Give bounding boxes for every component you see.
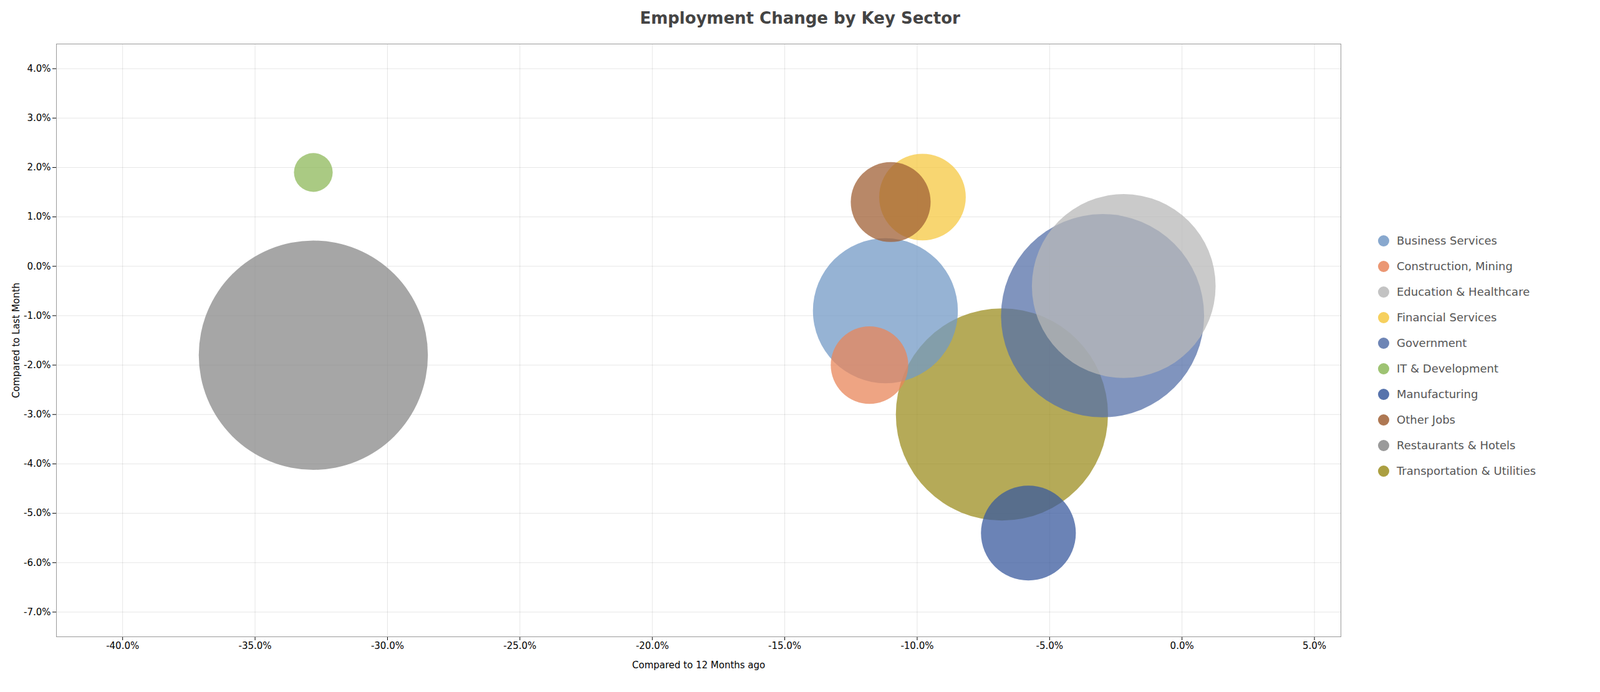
html-text:Restaurants & Hotels: Restaurants & Hotels <box>1396 438 1516 452</box>
svg-text:-25.0%: -25.0% <box>503 639 537 651</box>
svg-text:-2.0%: -2.0% <box>23 359 52 371</box>
svg-text:-7.0%: -7.0% <box>23 606 52 618</box>
svg-text:Compared to 12 Months ago: Compared to 12 Months ago <box>632 659 766 671</box>
html-text:Financial Services: Financial Services <box>1396 310 1497 324</box>
svg-text:-4.0%: -4.0% <box>23 457 52 469</box>
html-text:Education & Healthcare: Education & Healthcare <box>1396 284 1530 299</box>
svg-text:-3.0%: -3.0% <box>23 408 52 420</box>
svg-text:0.0%: 0.0% <box>1170 639 1195 651</box>
svg-text:-6.0%: -6.0% <box>23 556 52 569</box>
html-text:Other Jobs: Other Jobs <box>1396 412 1456 426</box>
svg-text:-30.0%: -30.0% <box>371 639 405 651</box>
svg-text:5.0%: 5.0% <box>1302 639 1327 651</box>
svg-text:-10.0%: -10.0% <box>900 639 934 651</box>
svg-text:-40.0%: -40.0% <box>106 639 140 651</box>
html-text:Government: Government <box>1396 336 1467 350</box>
svg-text:1.0%: 1.0% <box>26 210 51 222</box>
html-text:Construction, Mining: Construction, Mining <box>1396 259 1513 273</box>
svg-text:-15.0%: -15.0% <box>768 639 802 651</box>
svg-text:Compared to Last Month: Compared to Last Month <box>10 282 22 398</box>
html-text:Business Services: Business Services <box>1396 233 1498 247</box>
html-text:IT & Development: IT & Development <box>1396 361 1499 375</box>
html-text:Transportation & Utilities: Transportation & Utilities <box>1396 463 1536 478</box>
svg-text:-5.0%: -5.0% <box>23 506 52 519</box>
svg-text:-35.0%: -35.0% <box>238 639 272 651</box>
svg-text:4.0%: 4.0% <box>26 62 51 75</box>
html-text:Manufacturing: Manufacturing <box>1396 387 1478 401</box>
svg-text:-1.0%: -1.0% <box>23 309 52 322</box>
svg-text:0.0%: 0.0% <box>26 260 51 272</box>
svg-text:-20.0%: -20.0% <box>636 639 670 651</box>
html-text:Employment Change by Key Secto: Employment Change by Key Sector <box>639 8 961 28</box>
svg-text:3.0%: 3.0% <box>26 112 51 124</box>
svg-text:-5.0%: -5.0% <box>1036 639 1064 651</box>
svg-text:2.0%: 2.0% <box>26 161 51 173</box>
